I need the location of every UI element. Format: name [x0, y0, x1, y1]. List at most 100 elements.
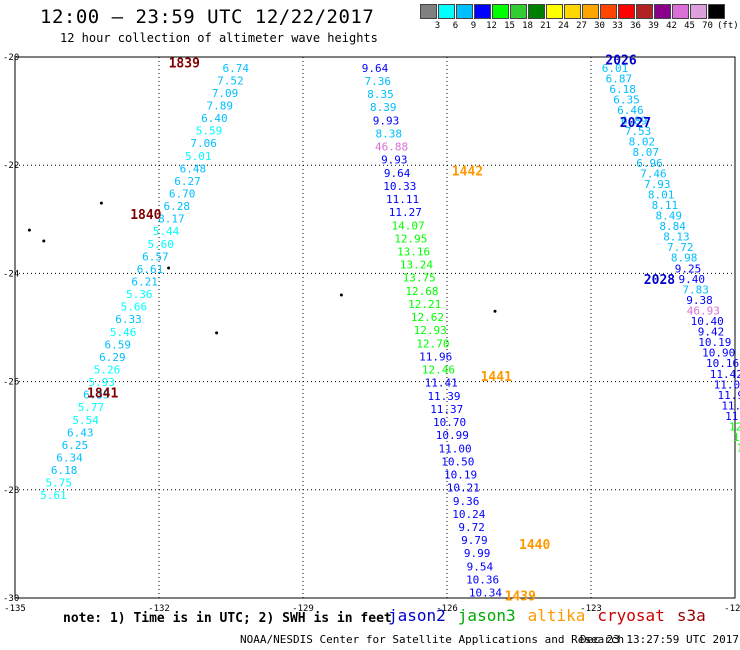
pass-time-label: 1840 — [130, 208, 161, 223]
wave-height-value: 11.39 — [427, 390, 460, 403]
wave-height-value: 11.97 — [717, 389, 740, 402]
wave-height-value: 6.18 — [51, 464, 78, 477]
wave-height-value: 12.89 — [729, 421, 740, 434]
wave-height-value: 8.07 — [632, 146, 659, 159]
wave-height-value: 10.34 — [469, 587, 502, 600]
wave-height-value: 5.46 — [110, 326, 137, 339]
wave-height-value: 6.33 — [115, 313, 142, 326]
wave-height-value: 6.28 — [164, 200, 191, 213]
scale-label: 6 — [452, 21, 459, 31]
scale-swatch — [636, 4, 653, 19]
wave-height-value: 6.48 — [180, 162, 207, 175]
x-tick-label: -135 — [4, 604, 26, 614]
wave-height-value: 8.98 — [671, 252, 698, 265]
pass-time-label: 1839 — [169, 56, 200, 71]
island-dot — [99, 201, 103, 205]
wave-height-value: 11.48 — [725, 410, 740, 423]
wave-height-value: 8.84 — [659, 220, 686, 233]
scale-label: (ft) — [717, 21, 739, 31]
scale-label: 15 — [504, 21, 515, 31]
scale-label: 24 — [558, 21, 569, 31]
wave-height-value: 9.79 — [461, 534, 488, 547]
wave-height-value: 9.36 — [453, 495, 480, 508]
wave-height-value: 46.93 — [687, 304, 720, 317]
wave-height-value: 7.36 — [365, 75, 392, 88]
wave-height-value: 6.34 — [56, 451, 83, 464]
pass-time-label: 1841 — [87, 386, 118, 401]
wave-height-value: 5.77 — [78, 401, 105, 414]
wave-height-value: 5.36 — [126, 288, 153, 301]
wave-height-value: 9.93 — [381, 154, 408, 167]
wave-height-value: 5.61 — [40, 489, 67, 502]
y-tick-label: -24 — [3, 269, 19, 279]
wave-height-value: 5.26 — [94, 364, 121, 377]
wave-height-value: 7.93 — [644, 178, 671, 191]
wave-height-value: 7.06 — [190, 137, 217, 150]
satellite-jason2: jason2 — [388, 606, 446, 625]
wave-height-value: 8.17 — [158, 213, 185, 226]
wave-height-value: 6.70 — [169, 188, 196, 201]
wave-height-value: 7.53 — [625, 125, 652, 138]
scale-swatch — [546, 4, 563, 19]
y-tick-label: -20 — [3, 53, 19, 63]
wave-height-value: 5.60 — [147, 238, 174, 251]
wave-height-value: 12.45 — [733, 431, 740, 444]
wave-height-value: 10.19 — [698, 336, 731, 349]
island-dot — [42, 239, 46, 243]
scale-swatch — [672, 4, 689, 19]
scale-swatch — [474, 4, 491, 19]
scale-label: 3 — [434, 21, 441, 31]
wave-height-value: 10.50 — [441, 455, 474, 468]
wave-height-value: 12.70 — [416, 337, 449, 350]
wave-height-value: 46.88 — [375, 141, 408, 154]
wave-height-value: 6.18 — [609, 83, 636, 96]
scale-label: 27 — [576, 21, 587, 31]
wave-height-value: 6.01 — [602, 62, 629, 75]
wave-height-value: 10.36 — [466, 573, 499, 586]
wave-height-value: 11.37 — [430, 403, 463, 416]
satellite-cryosat: cryosat — [597, 606, 665, 625]
wave-height-value: 7.89 — [206, 100, 233, 113]
wave-height-value: 9.40 — [679, 273, 706, 286]
y-tick-label: -30 — [3, 594, 19, 604]
wave-height-value: 11.67 — [721, 399, 740, 412]
wave-height-value: 11.11 — [386, 193, 419, 206]
wave-height-value: 9.54 — [467, 560, 494, 573]
wave-height-value: 8.02 — [629, 136, 656, 149]
wave-height-value: 11.42 — [710, 368, 740, 381]
scale-swatch — [492, 4, 509, 19]
wave-height-value: 6.46 — [617, 104, 644, 117]
pass-time-label: 2027 — [620, 116, 651, 131]
wave-height-value: 11.06 — [714, 378, 740, 391]
island-dot — [167, 266, 171, 270]
wave-height-value: 10.90 — [702, 347, 735, 360]
scale-swatch — [582, 4, 599, 19]
wave-height-value: 6.61 — [137, 263, 164, 276]
wave-height-value: 11.27 — [389, 206, 422, 219]
wave-height-value: 6.87 — [606, 72, 633, 85]
scale-label: 9 — [470, 21, 477, 31]
wave-height-value: 10.24 — [452, 508, 485, 521]
wave-height-value: 8.13 — [663, 231, 690, 244]
island-dot — [27, 228, 31, 232]
wave-height-value: 12.62 — [411, 311, 444, 324]
wave-height-value: 13.75 — [403, 272, 436, 285]
scale-swatch — [420, 4, 437, 19]
y-tick-label: -28 — [3, 486, 19, 496]
wave-height-value: 7.83 — [682, 283, 709, 296]
scale-label: 33 — [612, 21, 623, 31]
wave-height-value: 10.99 — [436, 429, 469, 442]
pass-time-label: 1440 — [519, 538, 550, 553]
scale-swatch — [564, 4, 581, 19]
x-tick-label: -123 — [580, 604, 602, 614]
scale-label: 12 — [486, 21, 497, 31]
wave-height-value: 8.01 — [648, 188, 675, 201]
wave-height-value: 10.21 — [447, 482, 480, 495]
wave-height-value: 6.74 — [223, 62, 250, 75]
wave-height-value: 7.46 — [640, 167, 667, 180]
wave-height-value: 6.29 — [99, 351, 126, 364]
x-tick-label: -129 — [292, 604, 314, 614]
island-dot — [493, 309, 497, 313]
wave-height-value: 10.19 — [444, 469, 477, 482]
